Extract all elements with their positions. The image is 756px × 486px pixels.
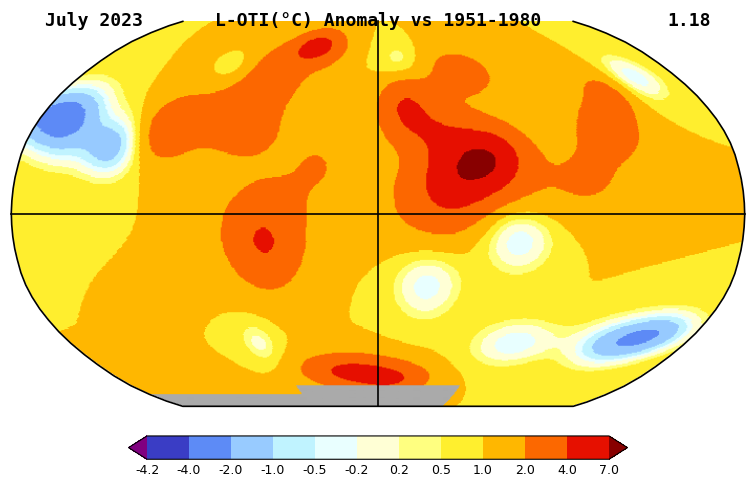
Text: 1.18: 1.18 — [667, 12, 711, 30]
Text: July 2023: July 2023 — [45, 12, 143, 30]
Text: L-OTI(°C) Anomaly vs 1951-1980: L-OTI(°C) Anomaly vs 1951-1980 — [215, 12, 541, 30]
PathPatch shape — [129, 436, 147, 459]
PathPatch shape — [609, 436, 627, 459]
